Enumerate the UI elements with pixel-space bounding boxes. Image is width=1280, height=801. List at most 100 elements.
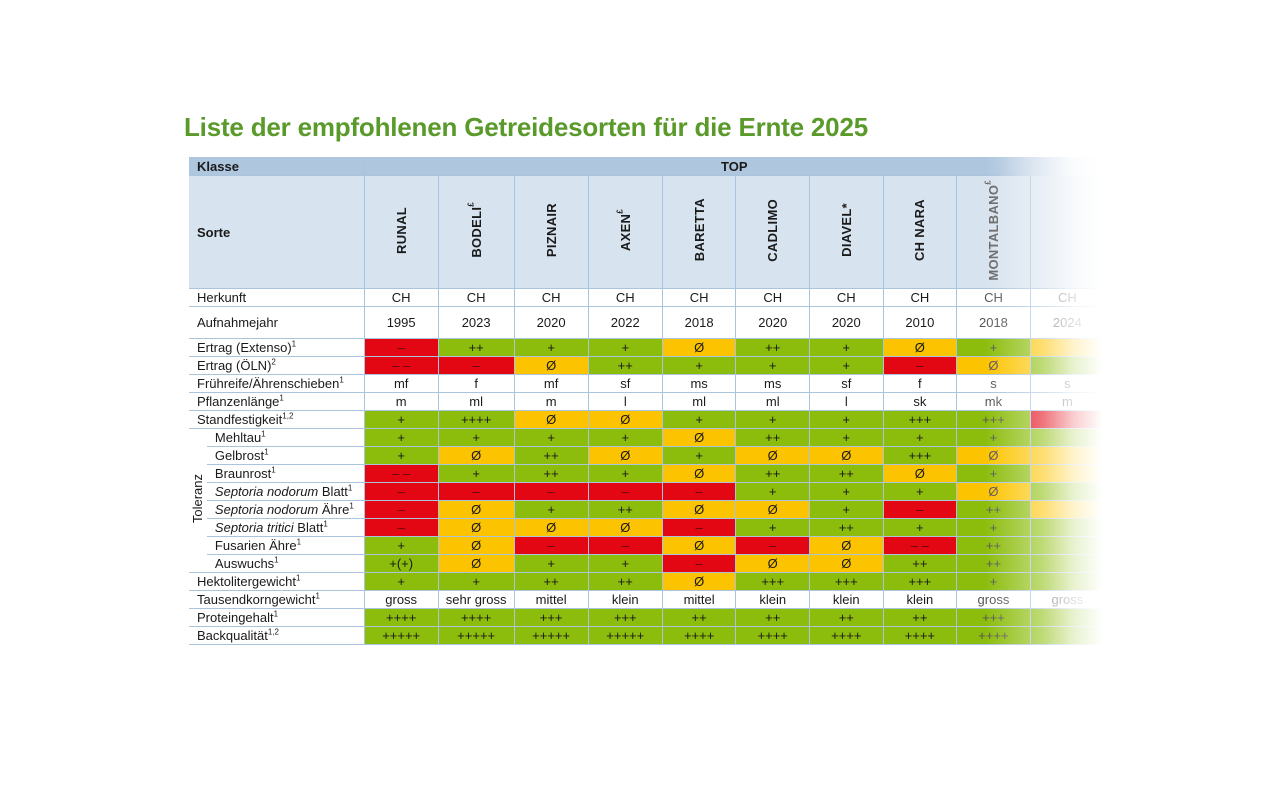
header-fade [1000, 157, 1110, 176]
variety-name: AXEN£ [615, 208, 634, 251]
rating-cell: CH [363, 288, 439, 307]
footnote-mark: 1 [315, 591, 320, 601]
rating-cell: + [513, 428, 589, 447]
rating-cell: +++ [735, 572, 810, 591]
rating-cell: + [661, 410, 736, 429]
row-label: Tausendkorngewicht1 [189, 590, 365, 609]
row-label: Septoria tritici Blatt1 [206, 518, 365, 537]
row-label-text: Backqualität [197, 628, 268, 643]
rating-cell: CH [1029, 288, 1104, 307]
rating-cell: mf [363, 374, 439, 393]
footnote-mark: 1 [339, 375, 344, 385]
rating-cell: ml [735, 392, 810, 411]
row-label: Aufnahmejahr [189, 306, 365, 339]
rating-cell: m [1029, 392, 1104, 411]
table-row: Septoria nodorum Blatt1– – – – – + + + Ø [189, 482, 1104, 501]
row-label: Septoria nodorum Blatt1 [206, 482, 365, 501]
rating-cell: + [735, 410, 810, 429]
rating-cell: +++ [956, 410, 1031, 429]
variety-mark: £ [615, 208, 625, 214]
row-label-text: Auswuchs [214, 556, 275, 571]
sorte-row: Sorte RUNAL BODELI£ PIZNAIR AXEN£ BARETTA CAD… [189, 175, 1104, 289]
table-row: Fusarien Ähre1 + Ø – – Ø – Ø – – ++ [189, 536, 1104, 555]
rating-cell: Ø [437, 446, 515, 465]
variety-name: CH NARA [911, 199, 928, 261]
rating-cell: Ø [956, 356, 1031, 375]
variety-name: CADLIMO [764, 199, 781, 262]
row-label-text: Herkunft [197, 290, 247, 305]
rating-cell: + [882, 482, 957, 501]
rating-cell: + [956, 428, 1031, 447]
rating-cell: Ø [661, 572, 736, 591]
variety-name: DIAVEL* [838, 203, 855, 257]
variety-header: AXEN£ [587, 175, 663, 289]
rating-cell: ++ [735, 338, 810, 357]
rating-cell: ++ [735, 608, 810, 627]
rating-cell: – [587, 536, 663, 555]
rating-cell: Ø [661, 536, 736, 555]
rating-cell: CH [956, 288, 1031, 307]
rating-cell: ++++ [882, 626, 957, 645]
rating-cell: 2018 [661, 306, 736, 339]
rating-cell [1029, 464, 1104, 483]
rating-cell: + [587, 338, 663, 357]
row-label-text: Ähre [321, 502, 350, 517]
rating-cell: Ø [437, 518, 515, 537]
row-label: Mehltau1 [206, 428, 365, 447]
variety-name: PIZNAIR [543, 203, 560, 257]
rating-cell: sf [809, 374, 884, 393]
rating-cell: klein [735, 590, 810, 609]
rating-cell: CH [735, 288, 810, 307]
rating-cell: + [735, 518, 810, 537]
rating-cell: Ø [956, 482, 1031, 501]
rating-cell: +++++ [513, 626, 589, 645]
rating-cell [1029, 446, 1104, 465]
rating-cell: Ø [735, 446, 810, 465]
table-row: Gelbrost1 + Ø ++ Ø + Ø Ø +++ Ø [189, 446, 1104, 465]
variety-header: MONTALBANO£ [956, 175, 1031, 289]
rating-cell: +++++ [587, 626, 663, 645]
rating-cell: Ø [437, 500, 515, 519]
rating-cell: mk [956, 392, 1031, 411]
table-row: Auswuchs1 +(+) Ø + + – Ø Ø ++ ++ [189, 554, 1104, 573]
rating-cell: +++ [882, 410, 957, 429]
table-row: Ertrag (ÖLN)2– – – Ø ++ + + + – Ø [189, 356, 1104, 375]
sorte-label: Sorte [189, 175, 365, 289]
variety-name-text: RUNAL [393, 206, 409, 254]
variety-name-text: BARETTA [691, 198, 707, 262]
rating-cell: – [363, 338, 439, 357]
rating-cell: – – [363, 464, 439, 483]
row-label-text: Aufnahmejahr [197, 315, 278, 330]
row-label-text: Hektolitergewicht [197, 574, 296, 589]
rating-cell: 2020 [809, 306, 884, 339]
table-row: Aufnahmejahr 1995 2023 2020 2022 2018 2020 2020… [189, 306, 1104, 339]
footnote-mark: 1 [347, 483, 353, 493]
rating-cell: – [363, 500, 439, 519]
rating-cell: + [363, 536, 439, 555]
footnote-mark: 1 [291, 339, 297, 349]
variety-header: RUNAL [363, 175, 439, 289]
variety-name: BODELI£ [466, 202, 485, 258]
variety-header: BODELI£ [437, 175, 515, 289]
rating-cell: klein [882, 590, 957, 609]
rating-cell: Ø [513, 356, 589, 375]
table-row: Toleranz Mehltau1 + + + + Ø ++ + + + [189, 428, 1104, 573]
rating-cell: ++ [956, 554, 1031, 573]
rating-cell: gross [1029, 590, 1104, 609]
rating-cell: ++ [513, 572, 589, 591]
footnote-mark: 1 [296, 573, 301, 583]
rating-cell: mittel [661, 590, 736, 609]
rating-cell: +++ [956, 608, 1031, 627]
rating-cell: ++ [735, 464, 810, 483]
rating-cell: ++ [587, 500, 663, 519]
rating-cell: + [363, 446, 439, 465]
variety-header: PIZNAIR [513, 175, 589, 289]
row-label-italic: Septoria tritici [214, 520, 294, 535]
footnote-mark: 1 [271, 465, 276, 475]
rating-cell: + [437, 428, 515, 447]
rating-cell: Ø [735, 554, 810, 573]
rating-cell: m [363, 392, 439, 411]
rating-cell: Ø [513, 410, 589, 429]
rating-cell: + [956, 572, 1031, 591]
rating-cell: + [513, 338, 589, 357]
